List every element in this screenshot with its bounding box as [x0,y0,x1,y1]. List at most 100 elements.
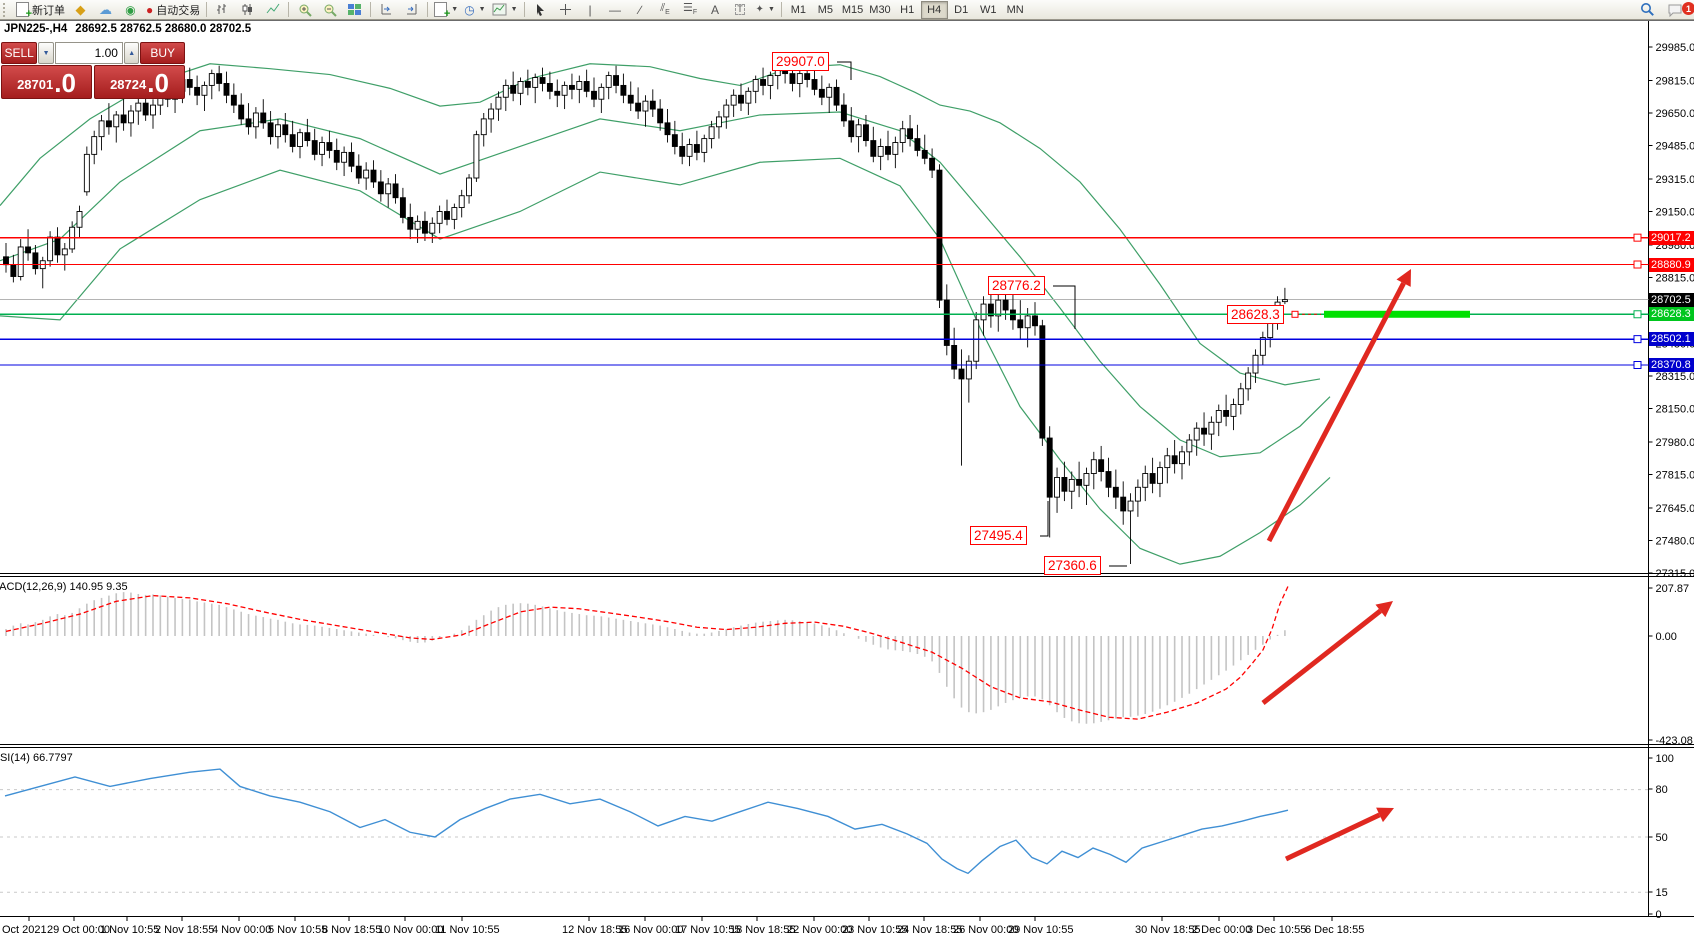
sell-button[interactable]: SELL [1,42,38,64]
svg-text:29315.0: 29315.0 [1656,174,1694,186]
price-label-crash-low[interactable]: 27495.4 [970,526,1027,545]
macd-axis: 207.87 0.00 -423.08 [1648,583,1693,747]
vertical-line-tool-button[interactable]: | [578,0,603,19]
market-watch-button[interactable]: ☁ [93,0,118,19]
auto-trading-button[interactable]: ● 自动交易 [143,0,203,19]
timeframe-M5[interactable]: M5 [817,3,834,16]
triangle-up-icon: ▲ [128,49,136,57]
price-badge-resistance-1: 29017.2 [1649,230,1694,245]
bollinger-middle [0,111,1331,458]
timeframe-M1[interactable]: M1 [790,3,807,16]
notifications-button[interactable]: 1 [1660,0,1694,19]
quick-trade-button[interactable]: ◆ [68,0,93,19]
line-chart-button[interactable] [260,0,285,19]
indicators-icon [434,2,450,20]
timeframe-W1[interactable]: W1 [979,3,997,16]
price-label-bottom[interactable]: 27360.6 [1044,556,1101,575]
line-handle [1633,310,1642,319]
separator [523,2,525,17]
timeframe-D1[interactable]: D1 [954,3,969,16]
signals-button[interactable]: ◉ [118,0,143,19]
cloud-icon: ☁ [99,2,112,17]
timeframe-M30[interactable]: M30 [869,3,891,16]
new-order-button[interactable]: 新订单 [13,0,68,20]
price-label-support-level[interactable]: 28628.3 [1227,305,1284,324]
search-button[interactable] [1635,0,1660,19]
macd-signal-line [5,586,1289,720]
timeframe-H4[interactable]: H4 [920,0,948,19]
svg-text:5 Nov 10:55: 5 Nov 10:55 [268,924,327,936]
svg-text:27980.0: 27980.0 [1656,437,1694,449]
bollinger-upper [0,63,1321,386]
auto-scroll-button[interactable] [374,0,399,19]
separator [288,2,290,17]
chart-shift-button[interactable] [399,0,424,19]
svg-text:29985.0: 29985.0 [1656,42,1694,54]
buy-button[interactable]: BUY [140,42,185,64]
indicators-button[interactable]: ▼ [431,0,461,20]
symbol-name: JPN225-,H4 [4,23,68,35]
label-connector [1053,285,1076,329]
chevron-down-icon: ▼ [767,6,775,13]
price-badge-resistance-2: 28880.9 [1649,257,1694,272]
buy-price-frac: .0 [147,68,169,98]
label-connector [1040,501,1049,537]
svg-text:27315.0: 27315.0 [1656,568,1694,580]
svg-text:29 Nov 10:55: 29 Nov 10:55 [1008,924,1073,936]
fibonacci-tool-button[interactable]: ☰F [678,0,703,19]
svg-text:24 Nov 18:55: 24 Nov 18:55 [897,924,962,936]
gold-diamond-icon: ◆ [75,2,86,17]
price-label-high[interactable]: 29907.0 [772,52,829,71]
macd-indicator-label: MACD(12,26,9) 140.95 9.35 [0,581,128,593]
svg-text:80: 80 [1656,784,1668,796]
trend-arrow [1266,282,1406,543]
text-tool-button[interactable]: A [703,0,728,19]
zoom-out-button[interactable] [317,0,342,19]
timeframe-MN[interactable]: MN [1006,3,1024,16]
cursor-tool-button[interactable] [528,0,553,19]
signal-icon: ◉ [125,2,136,17]
price-label-bounce-high[interactable]: 28776.2 [988,276,1045,295]
channel-tool-button[interactable]: ⫽E [653,0,678,19]
templates-button[interactable]: ▼ [489,0,521,19]
periods-button[interactable]: ◷ ▼ [461,0,488,19]
svg-text:29650.0: 29650.0 [1656,108,1694,120]
clock-icon: ◷ [464,2,475,17]
volume-decrease-button[interactable]: ▼ [38,42,54,64]
search-icon [1641,3,1654,16]
tile-windows-button[interactable] [342,0,367,19]
zoom-in-button[interactable] [292,0,317,19]
candles [3,62,1288,565]
toolbar-grip[interactable] [3,2,10,17]
sell-price-display[interactable]: 28701 .0 [1,65,92,99]
svg-text:27480.0: 27480.0 [1656,535,1694,547]
svg-text:16 Nov 00:00: 16 Nov 00:00 [618,924,683,936]
sell-price-frac: .0 [54,68,76,98]
buy-price-display[interactable]: 28724 .0 [94,65,185,99]
horizontal-line-tool-button[interactable]: — [603,0,628,19]
svg-text:15: 15 [1656,887,1668,899]
candlestick-chart-button[interactable] [235,0,260,19]
macd-histogram [5,592,1286,724]
triangle-down-icon: ▼ [42,49,50,57]
crosshair-tool-button[interactable] [553,0,578,19]
timeframe-M15[interactable]: M15 [841,3,864,16]
svg-text:11 Nov 10:55: 11 Nov 10:55 [435,924,500,936]
svg-text:18 Nov 18:55: 18 Nov 18:55 [730,924,795,936]
bar-chart-button[interactable] [210,0,235,19]
label-connector [837,61,852,80]
volume-increase-button[interactable]: ▲ [123,42,140,64]
shapes-tool-button[interactable]: ✦ ▼ [753,0,778,19]
svg-text:207.87: 207.87 [1656,583,1690,595]
symbol-info-line: JPN225-,H4 28692.5 28762.5 28680.0 28702.… [4,23,251,35]
svg-text:27645.0: 27645.0 [1656,503,1694,515]
text-label-tool-button[interactable]: T [728,0,753,19]
volume-input[interactable] [54,42,123,64]
timeframe-H1[interactable]: H1 [900,3,915,16]
svg-text:0: 0 [1656,909,1662,921]
trendline-tool-button[interactable]: ∕ [628,0,653,19]
trend-arrow [1284,812,1381,862]
line-chart-icon [266,3,280,14]
line-handle [1633,260,1642,269]
